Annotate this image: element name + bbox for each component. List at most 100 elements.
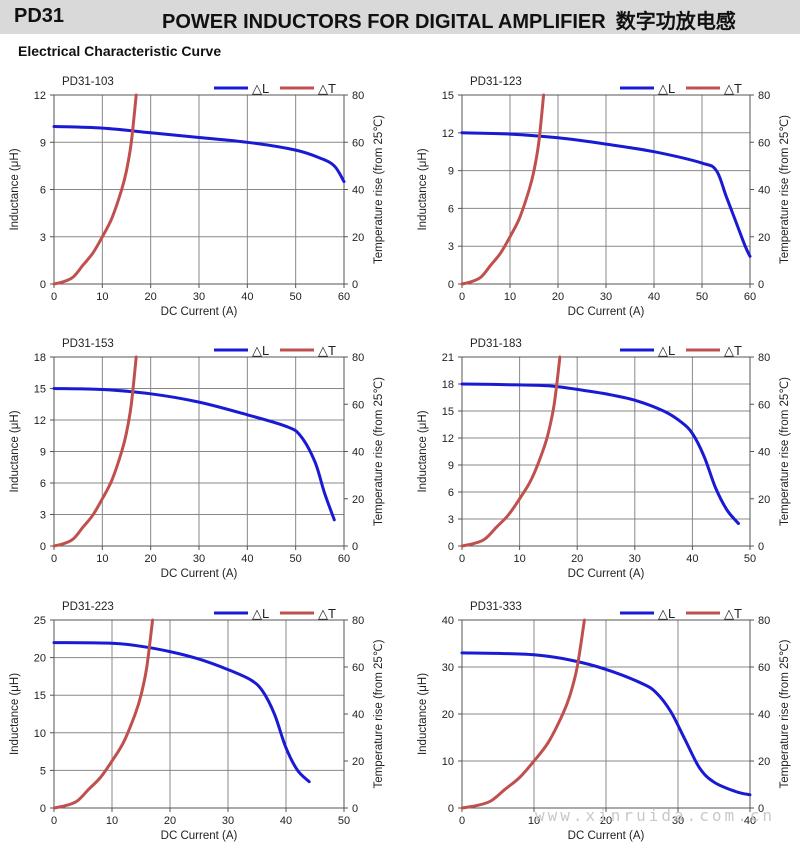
- y2-tick-label: 0: [758, 541, 764, 553]
- chart-title: PD31-153: [62, 338, 114, 350]
- y-tick-label: 6: [448, 203, 454, 215]
- x-tick-label: 50: [744, 553, 756, 565]
- y2-tick-label: 40: [758, 709, 770, 721]
- y2-tick-label: 80: [352, 352, 364, 364]
- y-tick-label: 15: [442, 90, 454, 102]
- y-axis-label: Inductance (μH): [417, 148, 429, 230]
- temperature-curve: [52, 355, 138, 548]
- y-tick-label: 5: [40, 765, 46, 777]
- temperature-curve: [460, 93, 546, 286]
- x-tick-label: 60: [338, 553, 350, 565]
- y2-axis-label: Temperature rise (from 25℃): [779, 377, 791, 526]
- x-tick-label: 30: [600, 291, 612, 303]
- y-tick-label: 0: [40, 279, 46, 291]
- y-tick-label: 12: [34, 90, 46, 102]
- inductance-curve: [52, 387, 336, 522]
- x-tick-label: 40: [280, 815, 292, 827]
- inductance-curve: [460, 131, 752, 258]
- chart-title: PD31-103: [62, 76, 114, 88]
- y2-tick-label: 0: [352, 279, 358, 291]
- y-tick-label: 0: [40, 803, 46, 815]
- temperature-curve: [460, 618, 586, 810]
- y2-tick-label: 0: [758, 279, 764, 291]
- x-axis-label: DC Current (A): [568, 568, 645, 580]
- y-tick-label: 9: [448, 166, 454, 178]
- y2-tick-label: 40: [352, 185, 364, 197]
- x-tick-label: 20: [145, 553, 157, 565]
- chart-title: PD31-183: [470, 338, 522, 350]
- y-axis-label: Inductance (μH): [417, 410, 429, 492]
- y2-tick-label: 20: [758, 494, 770, 506]
- x-tick-label: 20: [552, 291, 564, 303]
- y-tick-label: 3: [448, 514, 454, 526]
- y-axis-label: Inductance (μH): [9, 410, 21, 492]
- x-tick-label: 30: [222, 815, 234, 827]
- x-axis-label: DC Current (A): [161, 306, 238, 318]
- y-tick-label: 0: [448, 803, 454, 815]
- y2-tick-label: 0: [352, 541, 358, 553]
- y2-tick-label: 60: [352, 399, 364, 411]
- y-tick-label: 0: [448, 541, 454, 553]
- legend-label-temperature: △T: [318, 606, 336, 621]
- y2-tick-label: 0: [758, 803, 764, 815]
- y-tick-label: 0: [40, 541, 46, 553]
- temperature-curve: [52, 93, 138, 286]
- page-title-cn: 数字功放电感: [615, 9, 736, 33]
- y2-tick-label: 40: [758, 447, 770, 459]
- y-tick-label: 0: [448, 279, 454, 291]
- y-tick-label: 20: [442, 709, 454, 721]
- x-tick-label: 50: [696, 291, 708, 303]
- y-tick-label: 25: [34, 615, 46, 627]
- y2-tick-label: 40: [352, 709, 364, 721]
- y-tick-label: 12: [442, 433, 454, 445]
- y2-tick-label: 20: [352, 232, 364, 244]
- y2-tick-label: 40: [352, 447, 364, 459]
- y2-tick-label: 80: [352, 615, 364, 627]
- legend-label-temperature: △T: [724, 343, 742, 358]
- y2-axis-label: Temperature rise (from 25℃): [373, 639, 385, 788]
- legend-label-inductance: △L: [252, 606, 269, 621]
- legend-label-temperature: △T: [724, 606, 742, 621]
- inductance-curve: [460, 382, 740, 525]
- x-tick-label: 10: [504, 291, 516, 303]
- temperature-curve: [52, 618, 155, 810]
- x-tick-label: 0: [459, 815, 465, 827]
- y-tick-label: 9: [40, 447, 46, 459]
- x-tick-label: 50: [290, 553, 302, 565]
- y-axis-label: Inductance (μH): [9, 673, 21, 755]
- y2-tick-label: 0: [352, 803, 358, 815]
- temperature-curve: [460, 355, 562, 548]
- y2-tick-label: 60: [758, 399, 770, 411]
- x-tick-label: 20: [164, 815, 176, 827]
- x-axis-label: DC Current (A): [161, 568, 238, 580]
- y2-axis-label: Temperature rise (from 25℃): [373, 377, 385, 526]
- y2-tick-label: 60: [758, 137, 770, 149]
- y2-axis-label: Temperature rise (from 25℃): [373, 115, 385, 264]
- legend-label-inductance: △L: [252, 81, 269, 96]
- legend-label-temperature: △T: [318, 81, 336, 96]
- y-tick-label: 6: [448, 487, 454, 499]
- legend-label-inductance: △L: [658, 343, 675, 358]
- x-tick-label: 40: [648, 291, 660, 303]
- x-tick-label: 20: [600, 815, 612, 827]
- y2-axis-label: Temperature rise (from 25℃): [779, 639, 791, 788]
- y-tick-label: 10: [442, 756, 454, 768]
- x-tick-label: 10: [513, 553, 525, 565]
- x-axis-label: DC Current (A): [161, 830, 238, 842]
- x-tick-label: 40: [241, 291, 253, 303]
- legend-label-inductance: △L: [658, 81, 675, 96]
- page-header: PD31 POWER INDUCTORS FOR DIGITAL AMPLIFI…: [0, 0, 800, 34]
- inductance-curve: [52, 125, 346, 184]
- inductance-curve: [52, 641, 311, 784]
- x-axis-label: DC Current (A): [568, 830, 645, 842]
- section-title: Electrical Characteristic Curve: [18, 43, 222, 59]
- x-tick-label: 60: [338, 291, 350, 303]
- x-tick-label: 10: [106, 815, 118, 827]
- y-tick-label: 15: [442, 406, 454, 418]
- y-tick-label: 10: [34, 728, 46, 740]
